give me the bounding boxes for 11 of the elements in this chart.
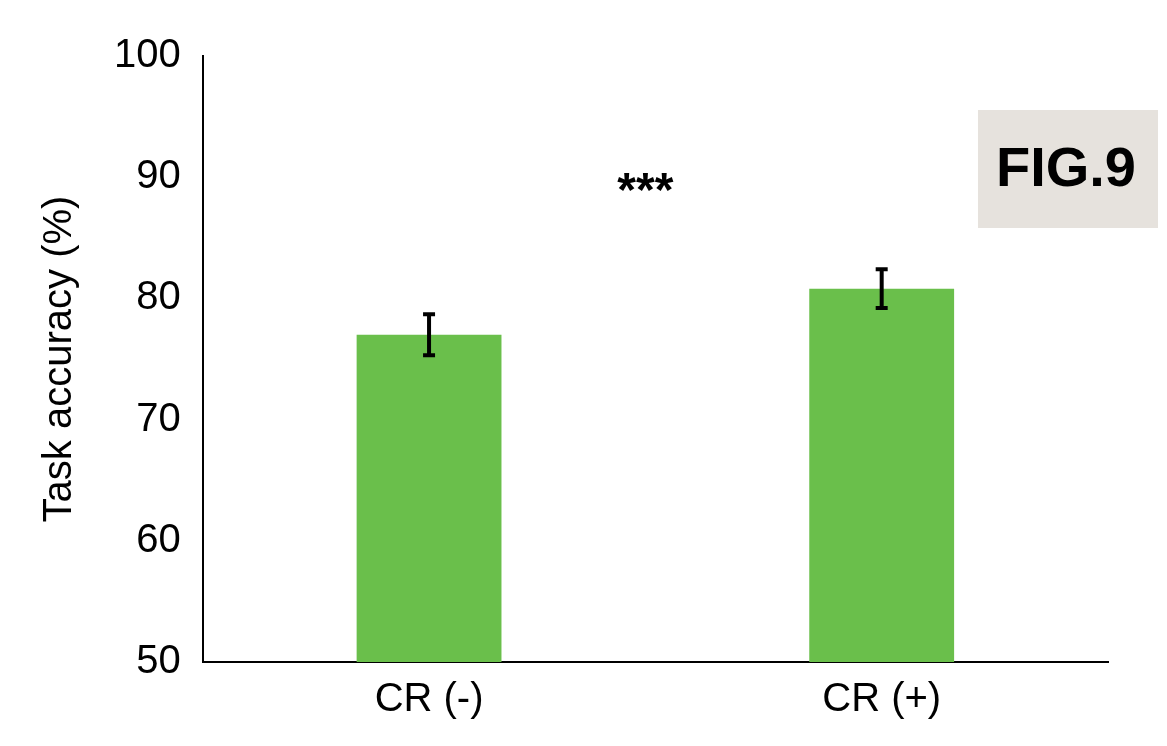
y-axis-title: Task accuracy (%) xyxy=(35,195,80,523)
annotation: FIG.9 xyxy=(995,135,1136,199)
y-tick-label: 80 xyxy=(136,273,181,318)
x-tick-label: CR (+) xyxy=(822,675,942,720)
y-tick-label: 60 xyxy=(136,515,181,560)
y-tick-label: 100 xyxy=(113,31,181,76)
x-tick-label: CR (-) xyxy=(374,675,484,720)
y-tick-label: 70 xyxy=(136,394,181,439)
y-tick-label: 90 xyxy=(136,152,181,197)
y-tick-label: 50 xyxy=(136,637,181,682)
annotation: *** xyxy=(617,163,674,217)
